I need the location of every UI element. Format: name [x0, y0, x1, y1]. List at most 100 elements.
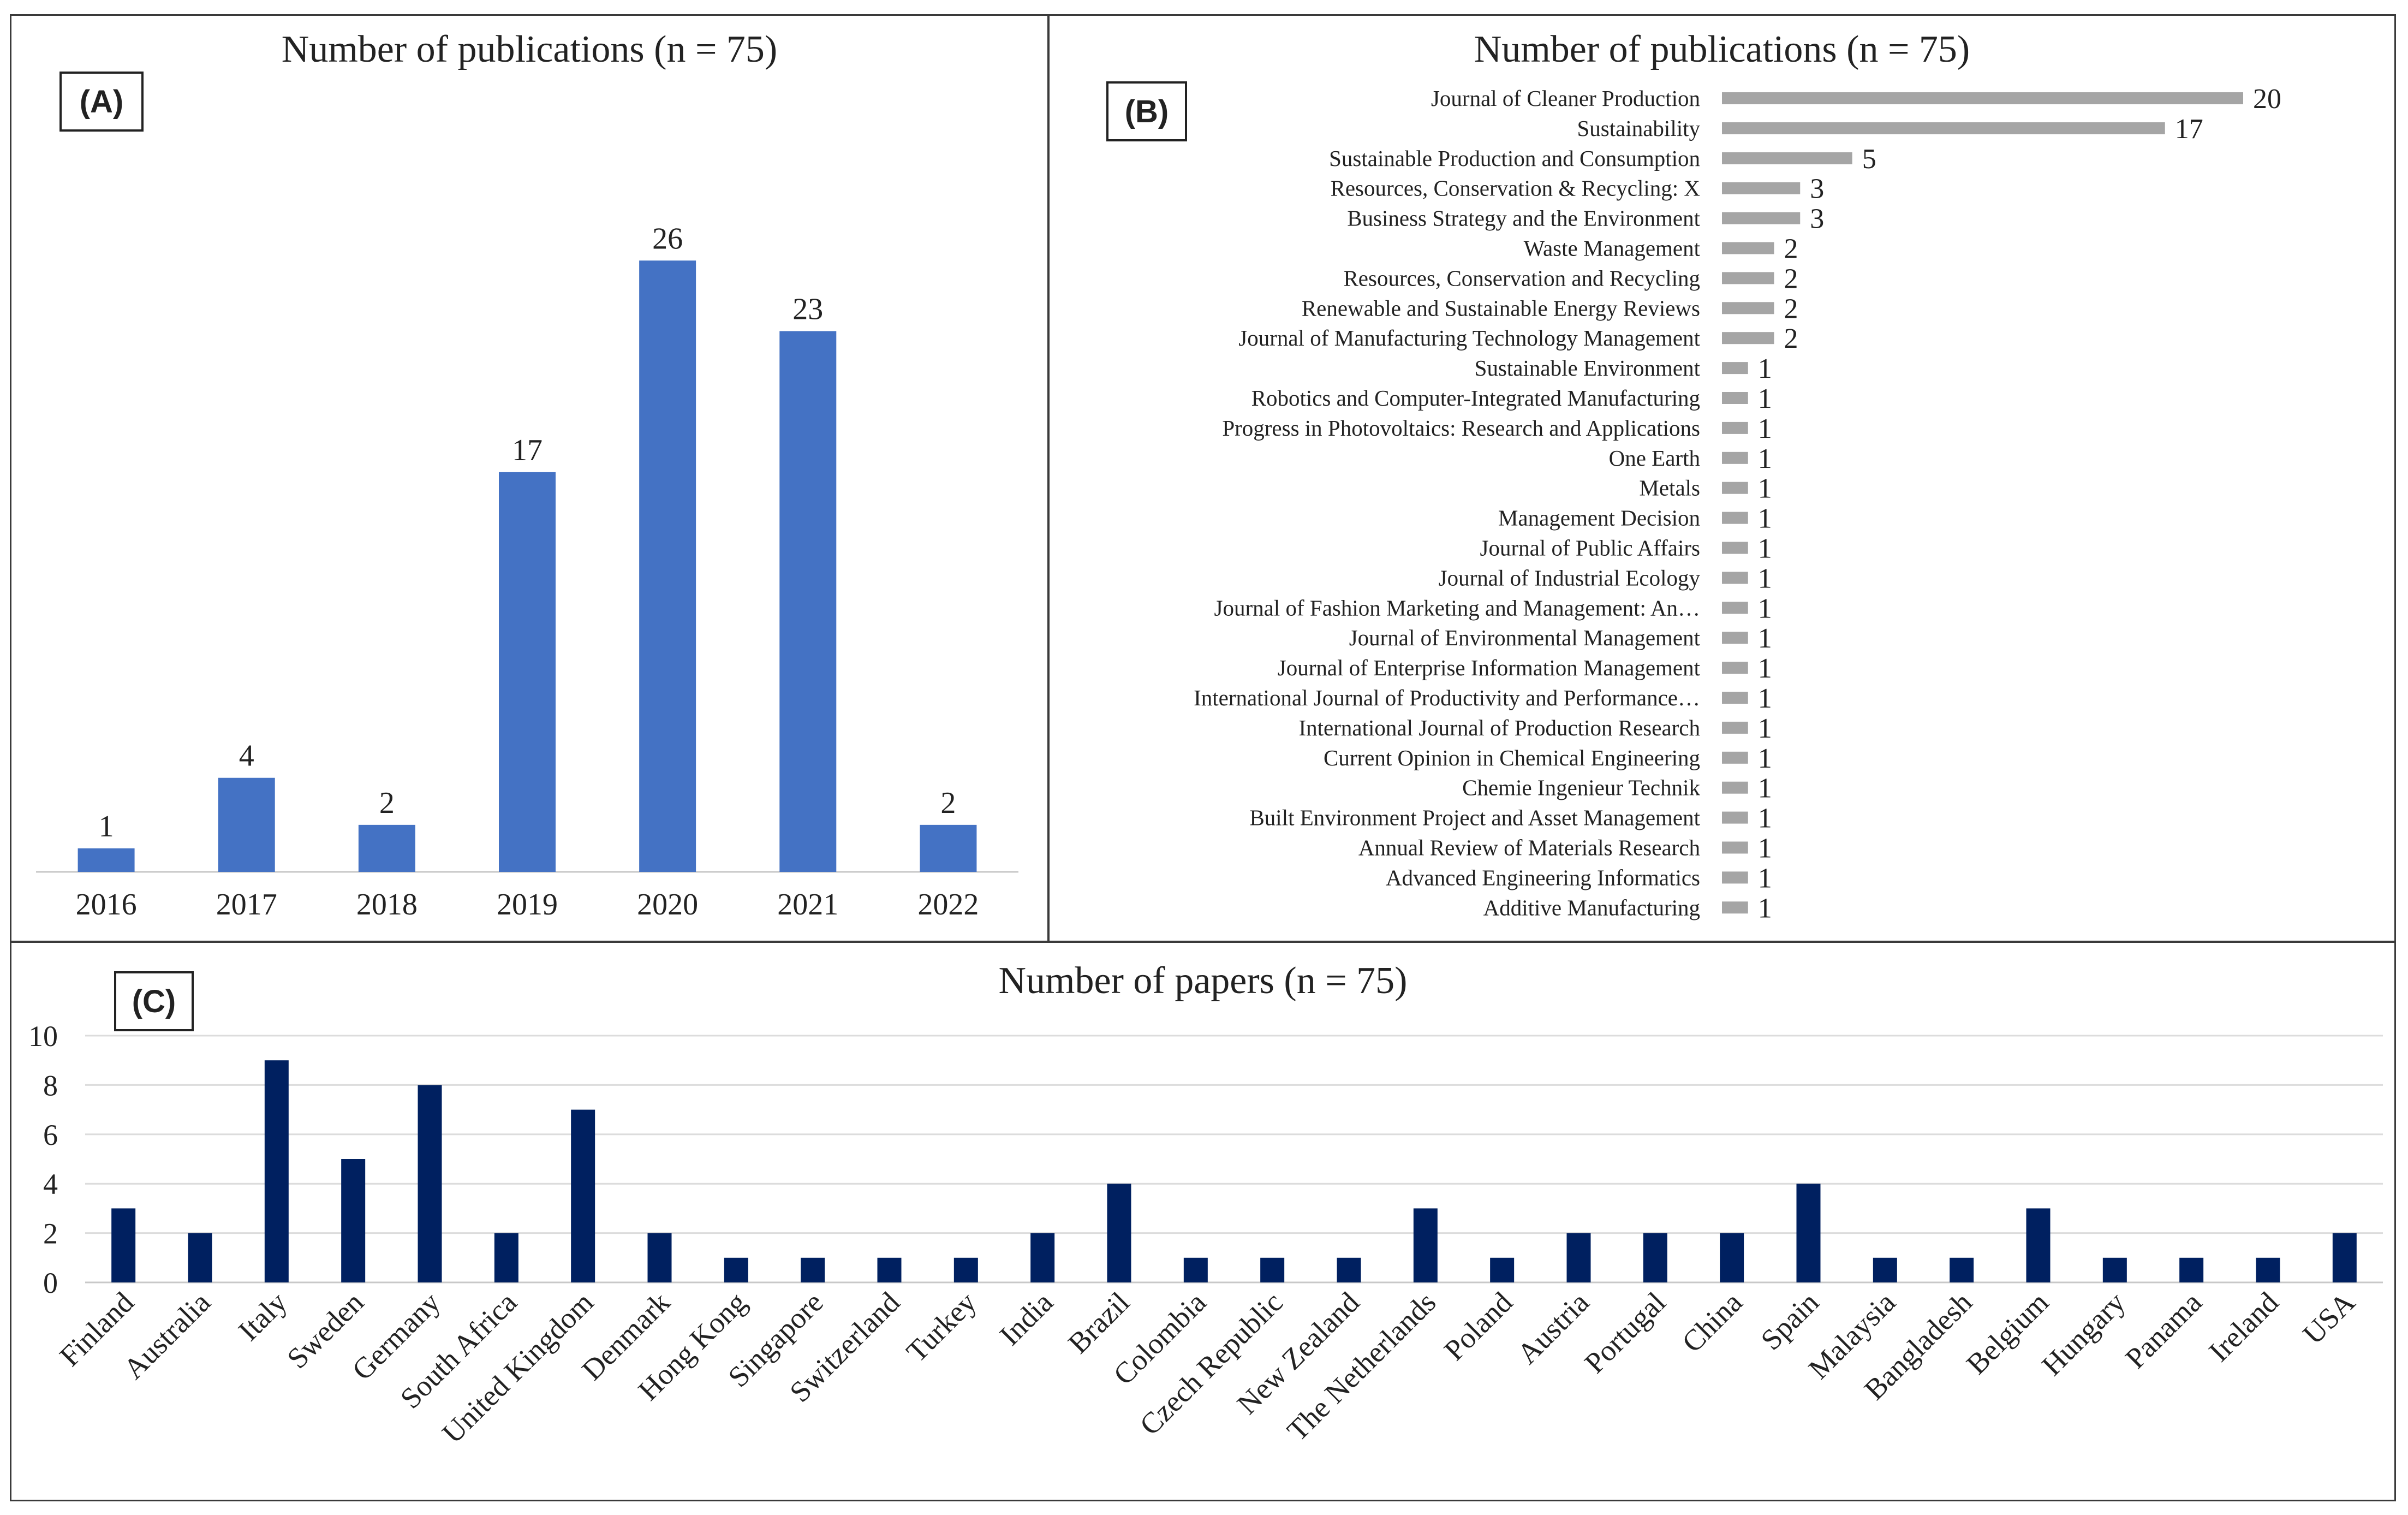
category-label-journal-of-industrial-ecology: Journal of Industrial Ecology: [1439, 565, 1701, 590]
data-label-progress-in-photovoltaics-research-and-applications: 1: [1758, 413, 1772, 444]
bar-international-journal-of-production-research: [1722, 721, 1748, 734]
data-label-journal-of-public-affairs: 1: [1758, 533, 1772, 565]
x-tick-label-spain: Spain: [1755, 1286, 1825, 1356]
x-tick-label-brazil: Brazil: [1062, 1286, 1136, 1360]
bar-united-kingdom: [571, 1109, 595, 1282]
data-label-journal-of-environmental-management: 1: [1758, 623, 1772, 654]
x-tick-label-belgium: Belgium: [1960, 1286, 2055, 1381]
data-label-journal-of-enterprise-information-management: 1: [1758, 653, 1772, 684]
bar-italy: [264, 1060, 289, 1282]
bar-the-netherlands: [1413, 1208, 1438, 1282]
data-label-2019: 17: [512, 433, 543, 467]
category-label-metals: Metals: [1639, 476, 1700, 501]
bar-austria: [1566, 1233, 1591, 1282]
category-label-resources-conservation-recycling-x: Resources, Conservation & Recycling: X: [1330, 176, 1700, 201]
x-tick-label-turkey: Turkey: [900, 1286, 982, 1368]
panel-a-title: Number of publications (n = 75): [281, 28, 778, 70]
category-label-sustainable-environment: Sustainable Environment: [1475, 355, 1701, 381]
bar-2017: [218, 777, 275, 872]
data-label-built-environment-project-and-asset-management: 1: [1758, 803, 1772, 834]
x-tick-label-2022: 2022: [917, 888, 979, 922]
x-tick-label-italy: Italy: [232, 1286, 293, 1347]
data-label-journal-of-fashion-marketing-and-management-an: 1: [1758, 593, 1772, 624]
bar-spain: [1796, 1184, 1821, 1282]
bar-sustainability: [1722, 122, 2165, 134]
x-tick-label-ireland: Ireland: [2202, 1286, 2285, 1368]
bar-colombia: [1183, 1257, 1208, 1282]
bar-2019: [499, 472, 556, 872]
bar-new-zealand: [1337, 1257, 1361, 1282]
bar-journal-of-environmental-management: [1722, 632, 1748, 644]
data-label-2017: 4: [239, 739, 254, 773]
x-tick-label-2021: 2021: [777, 888, 838, 922]
bar-progress-in-photovoltaics-research-and-applications: [1722, 421, 1748, 434]
category-label-waste-management: Waste Management: [1524, 236, 1701, 261]
bar-turkey: [953, 1257, 978, 1282]
bar-bangladesh: [1950, 1257, 1974, 1282]
category-label-advanced-engineering-informatics: Advanced Engineering Informatics: [1386, 865, 1700, 890]
bar-poland: [1490, 1257, 1515, 1282]
x-tick-label-india: India: [993, 1286, 1059, 1352]
category-label-journal-of-public-affairs: Journal of Public Affairs: [1480, 536, 1701, 561]
data-label-resources-conservation-recycling-x: 3: [1810, 174, 1824, 205]
category-label-robotics-and-computer-integrated-manufacturing: Robotics and Computer-Integrated Manufac…: [1251, 385, 1700, 411]
category-label-management-decision: Management Decision: [1498, 506, 1700, 531]
bar-resources-conservation-and-recycling: [1722, 272, 1774, 284]
bar-journal-of-public-affairs: [1722, 542, 1748, 554]
category-label-chemie-ingenieur-technik: Chemie Ingenieur Technik: [1462, 775, 1700, 800]
bar-usa: [2332, 1233, 2357, 1282]
panel-b-title: Number of publications (n = 75): [1474, 28, 1970, 70]
y-tick-label-6: 6: [43, 1119, 58, 1151]
data-label-2018: 2: [379, 786, 395, 820]
category-label-built-environment-project-and-asset-management: Built Environment Project and Asset Mana…: [1249, 805, 1700, 830]
data-label-2020: 26: [652, 222, 683, 256]
category-label-progress-in-photovoltaics-research-and-applications: Progress in Photovoltaics: Research and …: [1222, 415, 1700, 441]
bar-business-strategy-and-the-environment: [1722, 212, 1801, 224]
category-label-renewable-and-sustainable-energy-reviews: Renewable and Sustainable Energy Reviews: [1302, 295, 1700, 320]
bar-one-earth: [1722, 451, 1748, 464]
data-label-2016: 1: [99, 810, 114, 843]
bar-panama: [2179, 1257, 2204, 1282]
bar-india: [1030, 1233, 1055, 1282]
data-label-international-journal-of-production-research: 1: [1758, 713, 1772, 744]
bar-2021: [779, 331, 837, 872]
panel-c-tag: (C): [114, 971, 194, 1031]
data-label-sustainability: 17: [2175, 114, 2203, 145]
bar-advanced-engineering-informatics: [1722, 871, 1748, 884]
x-tick-label-2018: 2018: [356, 888, 418, 922]
bar-singapore: [801, 1257, 825, 1282]
category-label-journal-of-environmental-management: Journal of Environmental Management: [1349, 625, 1701, 650]
panel-a: Number of publications (n = 75) (A) 1 201…: [10, 14, 1049, 942]
data-label-journal-of-cleaner-production: 20: [2253, 84, 2281, 115]
data-label-international-journal-of-productivity-and-performance: 1: [1758, 683, 1772, 714]
bar-sweden: [341, 1159, 366, 1282]
data-label-management-decision: 1: [1758, 503, 1772, 534]
data-label-journal-of-manufacturing-technology-management: 2: [1784, 323, 1798, 354]
bar-brazil: [1107, 1184, 1131, 1282]
x-tick-label-usa: USA: [2297, 1286, 2362, 1351]
bar-2016: [78, 848, 135, 872]
data-label-annual-review-of-materials-research: 1: [1758, 833, 1772, 864]
data-label-resources-conservation-and-recycling: 2: [1784, 263, 1798, 294]
bar-current-opinion-in-chemical-engineering: [1722, 751, 1748, 764]
bar-sustainable-production-and-consumption: [1722, 152, 1852, 164]
bar-malaysia: [1873, 1257, 1897, 1282]
bar-australia: [188, 1233, 212, 1282]
bar-journal-of-industrial-ecology: [1722, 572, 1748, 584]
category-label-international-journal-of-productivity-and-performance: International Journal of Productivity an…: [1194, 685, 1700, 710]
x-tick-label-china: China: [1676, 1286, 1749, 1359]
panel-a-tag: (A): [59, 72, 144, 132]
x-tick-label-2020: 2020: [637, 888, 698, 922]
data-label-business-strategy-and-the-environment: 3: [1810, 204, 1824, 235]
bar-germany: [418, 1085, 442, 1282]
category-label-journal-of-manufacturing-technology-management: Journal of Manufacturing Technology Mana…: [1238, 325, 1700, 350]
category-label-additive-manufacturing: Additive Manufacturing: [1483, 895, 1700, 920]
bar-2020: [639, 260, 696, 872]
bar-china: [1720, 1233, 1744, 1282]
x-tick-label-panama: Panama: [2119, 1286, 2208, 1375]
x-tick-label-australia: Australia: [117, 1286, 217, 1385]
x-tick-label-hungary: Hungary: [2035, 1286, 2131, 1382]
data-label-waste-management: 2: [1784, 234, 1798, 265]
panel-c: Number of papers (n = 75) (C) 0 2 4 6 8 10 Fin…: [10, 941, 2396, 1501]
category-label-international-journal-of-production-research: International Journal of Production Rese…: [1299, 715, 1701, 740]
